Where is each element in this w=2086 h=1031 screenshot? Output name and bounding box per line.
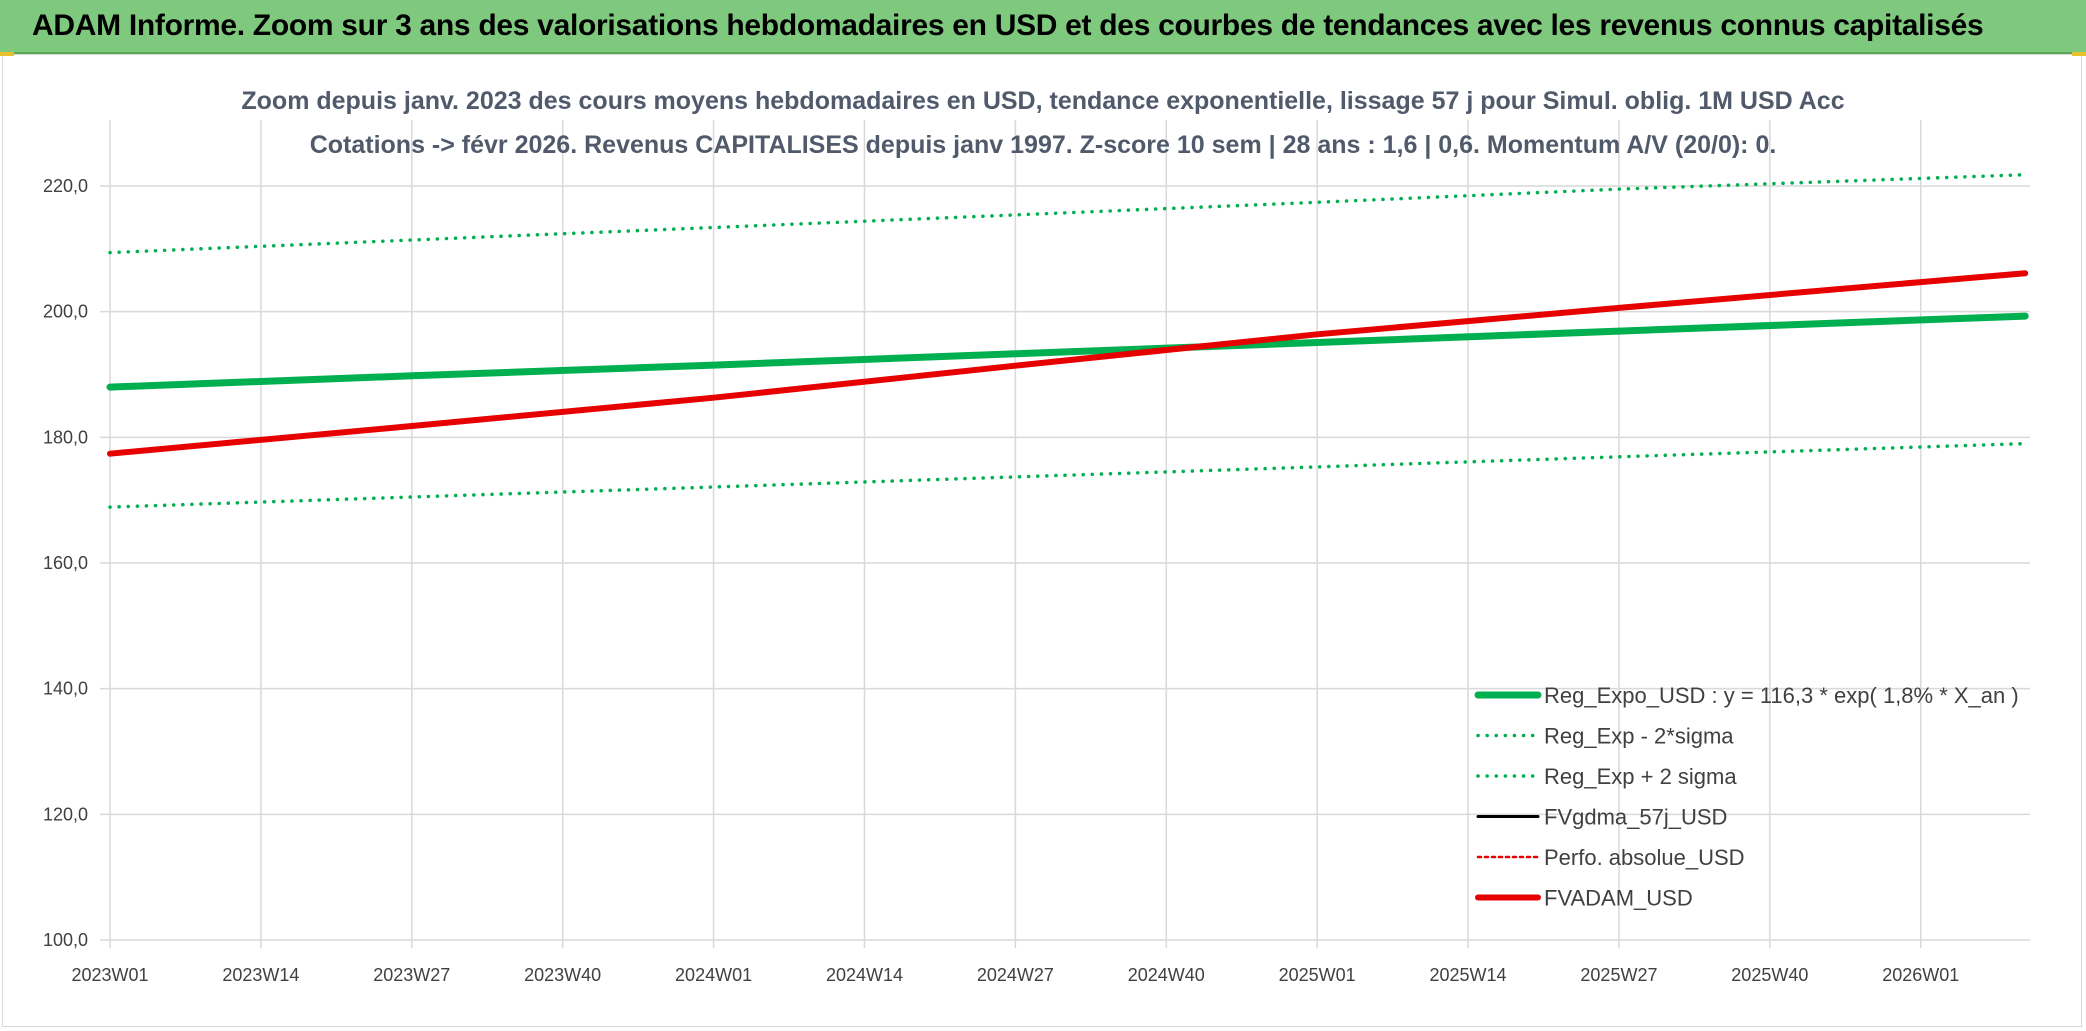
y-tick-label: 220,0 (43, 176, 88, 196)
y-tick-label: 100,0 (43, 930, 88, 950)
grid-layer (100, 120, 2030, 948)
chart-frame (2, 54, 2082, 1027)
legend-entry-label: FVADAM_USD (1544, 886, 1693, 911)
x-tick-label: 2023W27 (373, 965, 450, 985)
x-tick-label: 2023W40 (524, 965, 601, 985)
series-line (108, 441, 2027, 509)
x-tick-label: 2025W40 (1731, 965, 1808, 985)
x-tick-label: 2023W14 (222, 965, 299, 985)
series-line (108, 172, 2027, 255)
series-line (106, 312, 2029, 391)
corner-mark-top-right (2072, 52, 2086, 56)
y-tick-label: 140,0 (43, 679, 88, 699)
report-title: ADAM Informe. Zoom sur 3 ans des valoris… (32, 9, 1984, 42)
legend-entry-label: Reg_Exp - 2*sigma (1544, 724, 1734, 749)
legend-entry-label: Perfo. absolue_USD (1544, 845, 1745, 870)
y-tick-label: 160,0 (43, 553, 88, 573)
x-tick-label: 2026W01 (1882, 965, 1959, 985)
chart-title-line: Zoom depuis janv. 2023 des cours moyens … (241, 87, 1844, 115)
x-tick-label: 2024W01 (675, 965, 752, 985)
x-tick-label: 2024W40 (1128, 965, 1205, 985)
legend: Reg_Expo_USD : y = 116,3 * exp( 1,8% * X… (1474, 683, 2019, 911)
x-tick-label: 2025W14 (1430, 965, 1507, 985)
x-tick-label: 2025W27 (1580, 965, 1657, 985)
x-tick-label: 2023W01 (71, 965, 148, 985)
corner-mark-top-left (0, 52, 14, 56)
series-line (107, 270, 2029, 457)
legend-entry-label: Reg_Expo_USD : y = 116,3 * exp( 1,8% * X… (1544, 683, 2019, 708)
chart-title-line: Cotations -> févr 2026. Revenus CAPITALI… (310, 131, 1777, 159)
y-tick-label: 120,0 (43, 804, 88, 824)
legend-entry-label: FVgdma_57j_USD (1544, 805, 1727, 830)
report-banner: ADAM Informe. Zoom sur 3 ans des valoris… (0, 0, 2086, 54)
x-tick-label: 2025W01 (1279, 965, 1356, 985)
x-tick-label: 2024W27 (977, 965, 1054, 985)
chart-title: Zoom depuis janv. 2023 des cours moyens … (241, 87, 1844, 159)
y-tick-label: 200,0 (43, 302, 88, 322)
y-tick-label: 180,0 (43, 427, 88, 447)
axis-layer: 100,0 120,0 140,0 160,0 180,0 200,0 220,0 2023W… (43, 176, 1959, 985)
x-tick-label: 2024W14 (826, 965, 903, 985)
legend-entry-label: Reg_Exp + 2 sigma (1544, 764, 1737, 789)
series-layer (106, 172, 2029, 509)
